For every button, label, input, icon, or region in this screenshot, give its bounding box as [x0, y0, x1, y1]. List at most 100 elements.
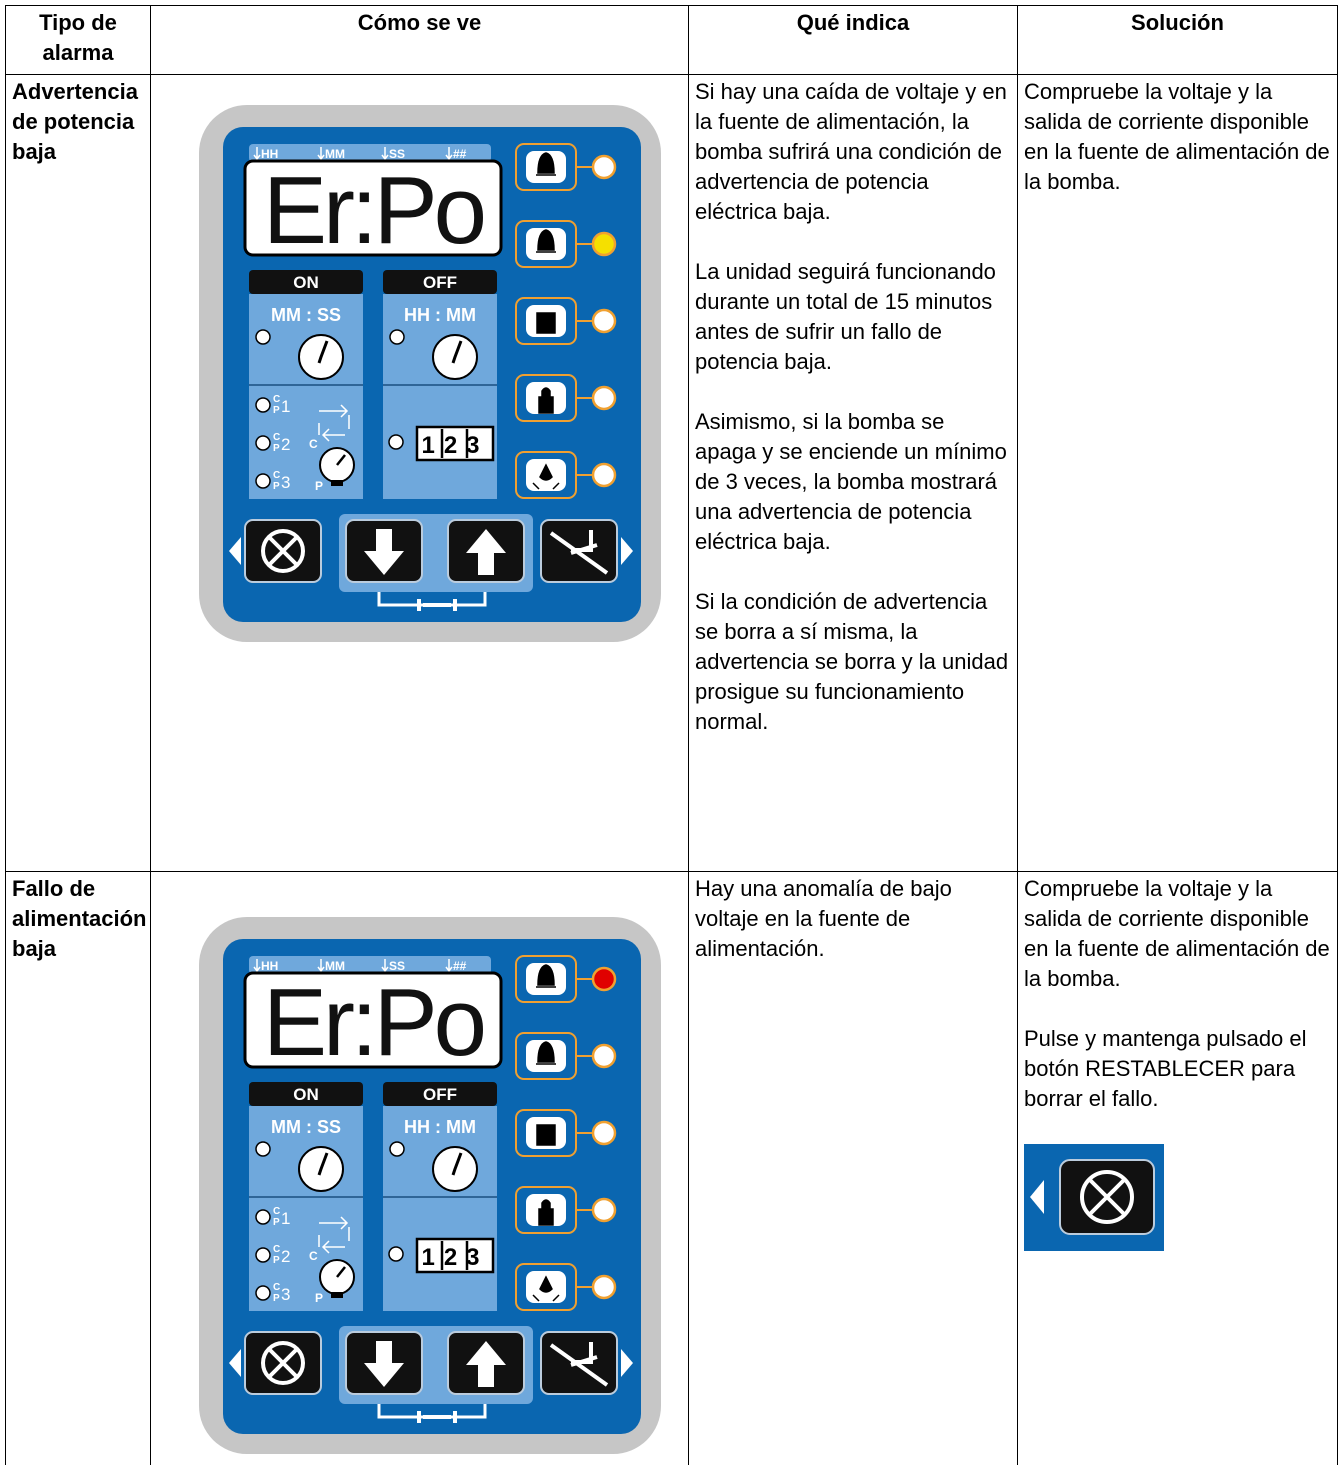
cycle-number: 1	[281, 397, 290, 416]
status-led	[591, 1197, 617, 1223]
icon-glyph	[536, 152, 556, 176]
solution-cell: Compruebe la voltaje y la salida de corr…	[1017, 74, 1338, 872]
wrench	[417, 1411, 457, 1423]
led	[389, 329, 405, 345]
unit-arrow	[317, 959, 325, 973]
alarm-table: Tipo de alarma Cómo se ve Qué indica Sol…	[5, 5, 1338, 1465]
unit-label: HH	[261, 959, 278, 973]
up-glyph	[466, 529, 506, 575]
status-led	[591, 1274, 617, 1300]
solution-text: Pulse y mantenga pulsado el botón RESTAB…	[1024, 1026, 1307, 1111]
gauge-base	[331, 480, 343, 486]
reset-x	[267, 1347, 299, 1379]
unit-label: ##	[453, 959, 467, 973]
display-text: Er:Po	[263, 969, 484, 1076]
prime-glyph	[549, 1342, 609, 1387]
header-cell: Tipo de alarma	[5, 5, 151, 75]
wrench-bracket	[377, 1404, 487, 1419]
down-glyph	[364, 529, 404, 575]
format-label: HH : MM	[404, 305, 476, 325]
unit-label: SS	[389, 959, 405, 973]
up-glyph	[466, 1341, 506, 1387]
cycle-p: P	[273, 481, 280, 492]
led	[255, 1285, 271, 1301]
led	[389, 1141, 405, 1157]
cycle-icon	[318, 404, 350, 442]
unit-label: HH	[261, 147, 278, 161]
led	[255, 329, 271, 345]
header-row: Tipo de alarma Cómo se ve Qué indica Sol…	[5, 5, 1338, 75]
alarm-type: Fallo de alimentación baja	[5, 871, 151, 1465]
cycle-p: P	[273, 1293, 280, 1304]
icon-glyph	[536, 964, 556, 988]
cycle-c: C	[273, 394, 280, 405]
panel-cell: HH MM SS ## Er:Po ON MM : SS OFF HH : MM C P 1 C P 2 C P…	[150, 74, 689, 872]
icon-glyph	[536, 312, 556, 334]
reset-x	[1088, 1178, 1126, 1216]
wrench	[417, 599, 457, 611]
led	[388, 1246, 404, 1262]
cycle-c-icon: C	[309, 437, 318, 451]
cycle-c: C	[273, 1244, 280, 1255]
prime-glyph	[549, 530, 609, 575]
alarm-row: Fallo de alimentación baja HH MM SS ## Er:Po O…	[5, 871, 1338, 1465]
sub-panel	[383, 294, 497, 499]
icon-glyph	[532, 1275, 560, 1302]
unit-arrow	[317, 147, 325, 161]
status-led	[591, 385, 617, 411]
icon-glyph	[538, 1199, 554, 1226]
indication-text: Si la condición de advertencia se borra …	[695, 589, 1009, 734]
cycle-p: P	[273, 1217, 280, 1228]
led	[255, 435, 271, 451]
led	[255, 1141, 271, 1157]
led	[255, 473, 271, 489]
status-led	[591, 1043, 617, 1069]
cycle-icon	[318, 1216, 350, 1254]
cycle-p: P	[273, 443, 280, 454]
status-led	[591, 231, 617, 257]
unit-label: MM	[325, 959, 345, 973]
cycle-number: 3	[281, 1285, 290, 1304]
indication-cell: Hay una anomalía de bajo voltaje en la f…	[688, 871, 1018, 1465]
cycle-p-icon: P	[315, 479, 323, 493]
indication-text: La unidad seguirá funcionando durante un…	[695, 259, 996, 374]
icon-glyph	[532, 463, 560, 490]
reset-x	[267, 535, 299, 567]
format-label: MM : SS	[271, 1117, 341, 1137]
display	[243, 159, 503, 257]
wrench-bracket	[377, 592, 487, 607]
counter: 123	[421, 432, 488, 459]
alarm-row: Advertencia de potencia baja HH MM SS ## Er:P…	[5, 74, 1338, 872]
unit-arrow	[253, 959, 261, 973]
gauge-base	[331, 1292, 343, 1298]
indication-text: Hay una anomalía de bajo voltaje en la f…	[695, 876, 952, 961]
cycle-c: C	[273, 1206, 280, 1217]
tab-label: ON	[293, 273, 319, 292]
cycle-number: 2	[281, 435, 290, 454]
unit-arrow	[253, 147, 261, 161]
tab-label: OFF	[423, 273, 457, 292]
format-label: MM : SS	[271, 305, 341, 325]
tab	[249, 270, 363, 294]
icon-glyph	[536, 229, 556, 253]
units-strip	[249, 144, 491, 162]
reset-glyph	[261, 1341, 305, 1385]
display	[243, 971, 503, 1069]
clock-hand	[317, 340, 329, 364]
unit-arrow	[445, 959, 453, 973]
cycle-p-icon: P	[315, 1291, 323, 1305]
cycle-number: 3	[281, 473, 290, 492]
display-text: Er:Po	[263, 157, 484, 264]
unit-arrow	[381, 959, 389, 973]
clock-hand	[317, 1152, 329, 1176]
unit-label: MM	[325, 147, 345, 161]
led	[255, 397, 271, 413]
solution-cell: Compruebe la voltaje y la salida de corr…	[1017, 871, 1338, 1465]
status-led	[591, 1120, 617, 1146]
status-led	[591, 308, 617, 334]
counter: 123	[421, 1244, 488, 1271]
solution-text: Compruebe la voltaje y la salida de corr…	[1024, 79, 1330, 194]
tab	[383, 1082, 497, 1106]
